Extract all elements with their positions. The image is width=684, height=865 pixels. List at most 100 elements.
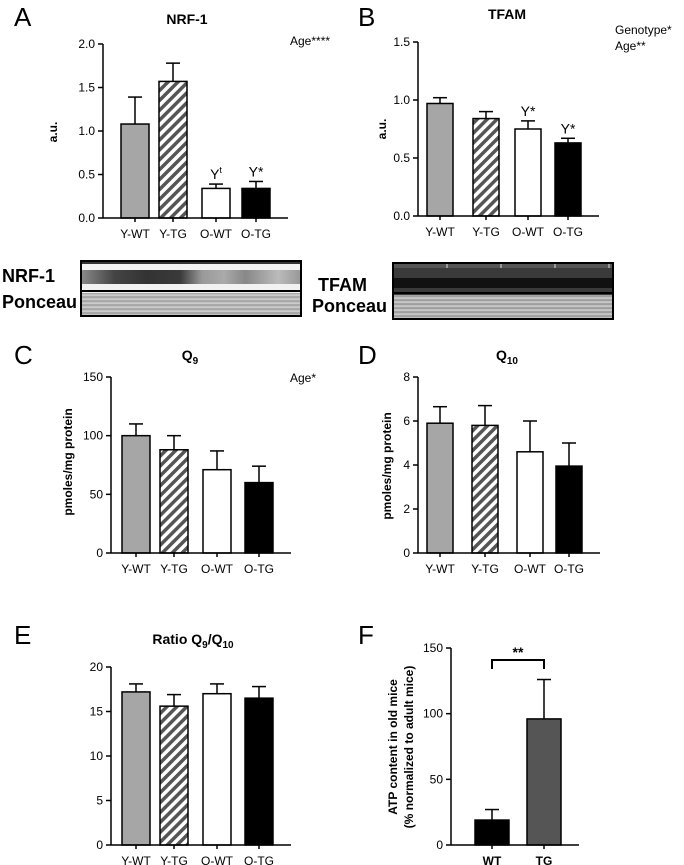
bar-annotation-b-o-tg: Y* xyxy=(561,120,576,136)
x-tick-label-c-y-wt: Y-WT xyxy=(121,562,151,576)
x-tick-label-a-y-tg: Y-TG xyxy=(159,227,187,241)
blot-label-nrf1: NRF-1 xyxy=(2,266,55,286)
bar-f-tg xyxy=(526,718,562,846)
ylabel-a: a.u. xyxy=(46,122,60,143)
x-tick-label-d-o-tg: O-TG xyxy=(554,562,584,576)
ylabel-c: pmoles/mg protein xyxy=(61,408,75,515)
ylabel-f-line2: (% normalized to adult mice) xyxy=(402,666,416,829)
y-tick-label-e-2: 10 xyxy=(90,749,104,763)
panel-letter-b: B xyxy=(358,2,375,32)
plot-tfam: Y-WT Y-TG O-WT Y* O-TG Y* 0.0 0.5 1.0 1.5 xyxy=(393,35,599,239)
x-tick-label-a-y-wt: Y-WT xyxy=(120,227,150,241)
bar-a-y-wt xyxy=(120,123,150,219)
panel-letter-e: E xyxy=(14,620,31,650)
bar-b-y-tg xyxy=(472,117,500,217)
significance-bracket xyxy=(491,659,545,669)
panel-letter-a: A xyxy=(14,2,32,32)
y-tick-label-d-0: 0 xyxy=(403,546,410,560)
bar-a-y-tg xyxy=(158,80,188,219)
bar-annotation-a-o-tg: Y* xyxy=(249,163,264,179)
bar-d-y-wt xyxy=(426,422,454,554)
x-tick-label-d-o-wt: O-WT xyxy=(514,562,547,576)
bar-annotation-a-o-wt: Yt xyxy=(210,165,222,182)
x-tick-label-b-o-tg: O-TG xyxy=(553,225,583,239)
y-tick-label-c-0: 0 xyxy=(96,546,103,560)
y-tick-label-e-1: 5 xyxy=(96,794,103,808)
bar-b-o-wt xyxy=(514,128,542,217)
y-tick-label-d-3: 6 xyxy=(403,414,410,428)
y-tick-label-d-1: 2 xyxy=(403,502,410,516)
x-tick-label-f-tg: TG xyxy=(536,854,553,865)
x-tick-label-a-o-wt: O-WT xyxy=(200,227,233,241)
x-tick-label-e-o-wt: O-WT xyxy=(201,854,234,865)
title-b: TFAM xyxy=(488,6,526,22)
y-tick-label-f-1: 50 xyxy=(430,772,444,786)
plot-q9: Y-WT Y-TG O-WT O-TG 0 50 100 150 xyxy=(83,370,291,576)
bar-c-o-wt xyxy=(202,468,232,554)
significance-label: ** xyxy=(513,644,524,660)
blot-label-tfam-ponceau: Ponceau xyxy=(312,296,388,316)
annotation-a: Age**** xyxy=(290,34,330,48)
bar-a-o-tg xyxy=(241,187,271,219)
title-e: Ratio Q9/Q10 xyxy=(152,631,234,651)
bar-annotation-b-o-wt: Y* xyxy=(521,103,536,119)
x-tick-label-e-y-tg: Y-TG xyxy=(160,854,188,865)
bar-c-y-tg xyxy=(159,448,189,554)
bar-f-wt xyxy=(474,819,510,846)
y-tick-label-e-4: 20 xyxy=(90,660,104,674)
plot-atp-content: WT TG 0 50 100 150 xyxy=(423,641,579,865)
ylabel-f-line1: ATP content in old mice xyxy=(386,679,400,815)
x-tick-label-c-o-tg: O-TG xyxy=(244,562,274,576)
ylabel-d: pmoles/mg protein xyxy=(380,412,394,519)
x-tick-label-c-o-wt: O-WT xyxy=(201,562,234,576)
y-tick-label-d-4: 8 xyxy=(403,370,410,384)
ylabel-b: a.u. xyxy=(375,119,389,140)
bar-e-o-wt xyxy=(202,692,232,846)
y-tick-label-a-1: 0.5 xyxy=(78,168,95,182)
x-tick-label-d-y-wt: Y-WT xyxy=(425,562,455,576)
y-tick-label-c-1: 50 xyxy=(90,487,104,501)
y-tick-label-b-0: 0.0 xyxy=(393,209,410,223)
title-a: NRF-1 xyxy=(166,11,207,27)
y-tick-label-c-2: 100 xyxy=(83,429,103,443)
y-tick-label-e-3: 15 xyxy=(90,705,104,719)
plot-nrf1: Y-WT Y-TG O-WT Yt O-TG Y* 0.0 0.5 1.0 1.5 2.0 xyxy=(78,37,288,241)
blot-label-tfam: TFAM xyxy=(318,275,367,295)
title-d: Q10 xyxy=(496,347,518,367)
bar-c-y-wt xyxy=(121,434,151,554)
x-tick-label-d-y-tg: Y-TG xyxy=(471,562,499,576)
x-tick-label-e-y-wt: Y-WT xyxy=(121,854,151,865)
plot-ratio-q9-q10: Y-WT Y-TG O-WT O-TG 0 5 10 15 20 xyxy=(90,660,291,865)
y-tick-label-f-2: 100 xyxy=(423,707,443,721)
y-tick-label-e-0: 0 xyxy=(96,838,103,852)
y-tick-label-a-2: 1.0 xyxy=(78,124,95,138)
y-tick-label-a-4: 2.0 xyxy=(78,37,95,51)
panel-letter-f: F xyxy=(358,620,374,650)
y-tick-label-d-2: 4 xyxy=(403,458,410,472)
tfam-blot-image xyxy=(392,262,614,320)
title-c: Q9 xyxy=(182,347,199,367)
nrf1-blot-image xyxy=(80,260,302,317)
bar-d-y-tg xyxy=(471,424,499,554)
y-tick-label-b-2: 1.0 xyxy=(393,93,410,107)
bar-e-y-wt xyxy=(121,691,151,846)
y-tick-label-a-0: 0.0 xyxy=(78,211,95,225)
x-tick-label-b-y-wt: Y-WT xyxy=(425,225,455,239)
x-tick-label-e-o-tg: O-TG xyxy=(244,854,274,865)
blot-label-nrf1-ponceau: Ponceau xyxy=(2,292,78,312)
bar-c-o-tg xyxy=(244,481,274,554)
y-tick-label-f-0: 0 xyxy=(436,838,443,852)
x-tick-label-f-wt: WT xyxy=(483,854,502,865)
x-tick-label-b-o-wt: O-WT xyxy=(512,225,545,239)
bar-b-o-tg xyxy=(554,142,582,217)
y-tick-label-b-1: 0.5 xyxy=(393,151,410,165)
x-tick-label-a-o-tg: O-TG xyxy=(241,227,271,241)
y-tick-label-f-3: 150 xyxy=(423,641,443,655)
bar-b-y-wt xyxy=(426,102,454,217)
panel-letter-d: D xyxy=(358,340,377,370)
panel-letter-c: C xyxy=(14,340,33,370)
y-tick-label-b-3: 1.5 xyxy=(393,35,410,49)
bar-e-o-tg xyxy=(244,697,274,846)
plot-q10: Y-WT Y-TG O-WT O-TG 0 2 4 6 8 xyxy=(403,370,600,576)
